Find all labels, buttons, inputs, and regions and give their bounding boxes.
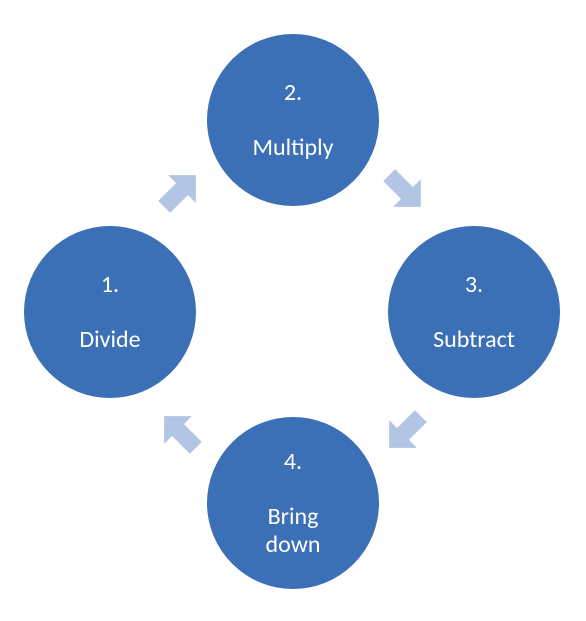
node-number: 1. (79, 271, 140, 299)
node-label: Multiply (253, 134, 334, 162)
node-divide: 1. Divide (24, 226, 196, 398)
node-bring-down: 4. Bring down (207, 417, 379, 589)
node-label: Subtract (433, 326, 515, 354)
cycle-diagram: 1. Divide 2. Multiply 3. Subtract 4. Bri… (0, 0, 586, 621)
node-subtract: 3. Subtract (388, 226, 560, 398)
node-text: 4. Bring down (266, 420, 321, 586)
node-text: 2. Multiply (253, 51, 334, 189)
arrow-divide-to-multiply (140, 151, 219, 230)
node-text: 1. Divide (79, 243, 140, 381)
node-text: 3. Subtract (433, 243, 515, 381)
node-number: 2. (253, 79, 334, 107)
node-number: 3. (433, 271, 515, 299)
node-multiply: 2. Multiply (207, 34, 379, 206)
node-number: 4. (266, 448, 321, 476)
node-label: Bring down (266, 503, 321, 558)
arrow-bringdown-to-divide (140, 392, 219, 471)
arrow-multiply-to-subtract (365, 151, 444, 230)
node-label: Divide (79, 326, 140, 354)
arrow-subtract-to-bringdown (365, 392, 444, 471)
